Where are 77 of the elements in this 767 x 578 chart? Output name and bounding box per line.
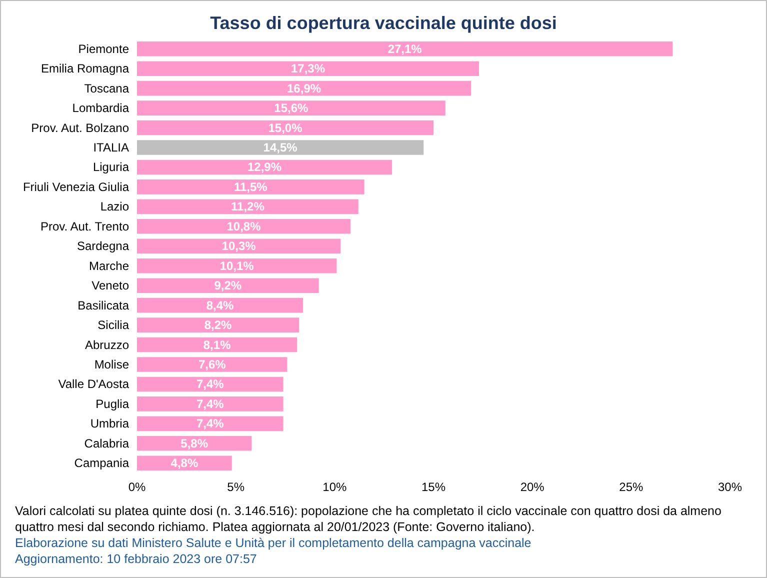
data-label: 7,4% — [196, 377, 224, 392]
bar — [137, 61, 479, 76]
y-tick-label: Prov. Aut. Bolzano — [31, 120, 130, 135]
data-label: 15,0% — [268, 120, 303, 135]
data-label: 7,4% — [196, 396, 224, 411]
y-tick-label: Calabria — [84, 436, 130, 450]
data-label: 27,1% — [388, 42, 422, 56]
y-tick-label: Molise — [94, 358, 130, 372]
y-tick-label: Veneto — [92, 278, 130, 293]
bar — [137, 278, 319, 293]
data-label: 8,4% — [206, 298, 234, 312]
x-tick-label: 15% — [421, 480, 446, 494]
bar — [137, 238, 341, 254]
y-tick-label: Valle D'Aosta — [58, 377, 130, 392]
bar — [137, 456, 232, 471]
y-tick-label: Sicilia — [98, 318, 130, 332]
data-label: 8,1% — [203, 338, 232, 352]
x-tick-label: 25% — [619, 480, 644, 494]
bar — [137, 180, 364, 194]
bar — [137, 160, 392, 175]
y-tick-label: Prov. Aut. Trento — [40, 219, 130, 234]
data-label: 11,2% — [231, 200, 265, 214]
y-tick-label: Basilicata — [78, 298, 130, 312]
bar — [137, 436, 252, 451]
y-tick-label: Sardegna — [76, 239, 130, 254]
bar — [137, 318, 300, 332]
y-tick-label: Friuli Venezia Giulia — [22, 180, 130, 194]
y-tick-label: Lazio — [100, 200, 130, 214]
bar — [137, 416, 284, 432]
y-tick-label: Liguria — [92, 160, 130, 174]
chart-title: Tasso di copertura vaccinale quinte dosi — [210, 13, 557, 33]
bar — [137, 298, 304, 313]
bar — [137, 41, 673, 56]
text: Valori calcolati su platea quinte dosi (n. 3.146.516): popolazione che ha completato il ciclo vaccinale con quattro dosi da almeno quattro mesi dal secondo richiamo. Platea aggiornata al 20/01/2023 (Fonte: Governo italiano). — [15, 503, 722, 535]
bar — [137, 337, 298, 352]
bar — [137, 219, 350, 234]
y-tick-label: Piemonte — [78, 42, 130, 56]
data-label: 4,8% — [170, 456, 198, 470]
bar — [137, 396, 284, 412]
x-tick-label: 5% — [227, 480, 245, 494]
data-label: 10,1% — [220, 258, 254, 273]
data-label: 10,8% — [226, 219, 262, 234]
bar — [137, 258, 337, 274]
y-tick-label: Puglia — [96, 396, 130, 411]
text: Elaborazione su dati Ministero Salute e Unità per il completamento della campagna vaccinale — [15, 535, 532, 551]
x-tick-label: 20% — [520, 480, 545, 494]
data-label: 12,9% — [247, 160, 282, 174]
bar — [137, 120, 434, 136]
data-label: 9,2% — [214, 278, 242, 293]
bar — [137, 140, 424, 155]
y-tick-label: Umbria — [90, 416, 130, 431]
data-label: 10,3% — [222, 239, 256, 254]
text: Aggiornamento: 10 febbraio 2023 ore 07:57 — [15, 551, 258, 567]
bar — [137, 199, 358, 214]
y-tick-label: Toscana — [84, 81, 130, 96]
data-label: 5,8% — [180, 436, 208, 450]
data-label: 16,9% — [287, 81, 322, 96]
y-tick-label: Campania — [74, 456, 130, 470]
bar — [137, 357, 288, 372]
bar — [137, 80, 472, 96]
data-label: 11,5% — [234, 180, 268, 194]
y-tick-label: Marche — [88, 258, 130, 273]
y-tick-label: ITALIA — [93, 140, 129, 154]
x-tick-label: 0% — [128, 480, 146, 494]
data-label: 7,4% — [196, 416, 224, 431]
data-label: 15,6% — [274, 101, 309, 116]
y-tick-label: Emilia Romagna — [40, 62, 130, 76]
data-label: 14,5% — [263, 140, 298, 154]
y-tick-label: Lombardia — [72, 101, 130, 116]
x-tick-label: 30% — [718, 480, 742, 494]
x-tick-label: 10% — [322, 480, 347, 494]
y-tick-label: Abruzzo — [84, 338, 130, 352]
data-label: 8,2% — [204, 318, 232, 332]
bar — [137, 100, 446, 116]
data-label: 17,3% — [290, 62, 326, 76]
bar — [137, 376, 284, 392]
data-label: 7,6% — [198, 358, 226, 372]
